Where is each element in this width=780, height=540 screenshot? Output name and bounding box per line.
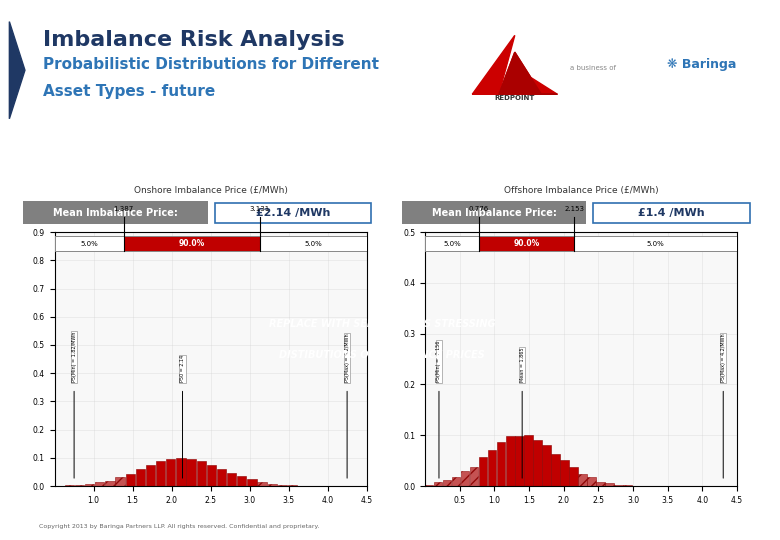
Text: 2.153: 2.153 — [565, 206, 584, 212]
Bar — [115, 477, 125, 486]
Bar — [126, 474, 135, 486]
Text: Probabilistic Distributions for Different: Probabilistic Distributions for Differen… — [43, 57, 379, 72]
Text: DISTIBUTIONS OF IMBALANCE PRICES: DISTIBUTIONS OF IMBALANCE PRICES — [279, 350, 485, 360]
Bar — [524, 435, 533, 486]
Bar — [124, 236, 260, 252]
Bar — [85, 484, 94, 486]
Bar — [402, 201, 587, 224]
Text: REDPOINT: REDPOINT — [495, 95, 535, 101]
Text: £1.4 /MWh: £1.4 /MWh — [638, 208, 705, 218]
Text: Imbalance Risk Analysis: Imbalance Risk Analysis — [43, 30, 345, 50]
Bar — [197, 461, 206, 486]
Bar — [227, 473, 236, 486]
Text: REPLACE WITH SENSITIVITIES STRESSING: REPLACE WITH SENSITIVITIES STRESSING — [269, 319, 495, 329]
Text: Copyright 2013 by Baringa Partners LLP. All rights reserved. Confidential and pr: Copyright 2013 by Baringa Partners LLP. … — [39, 524, 319, 529]
Bar — [166, 459, 176, 486]
Title: Onshore Imbalance Price (£/MWh): Onshore Imbalance Price (£/MWh) — [133, 186, 288, 195]
Text: P5(Min) = -0.156: P5(Min) = -0.156 — [437, 341, 441, 382]
Bar — [605, 483, 614, 486]
Text: 1.387: 1.387 — [114, 206, 134, 212]
Bar — [479, 457, 488, 486]
Text: £2.14 /MWh: £2.14 /MWh — [256, 208, 330, 218]
Bar — [534, 440, 541, 486]
Text: 3.131: 3.131 — [250, 206, 270, 212]
Title: Offshore Imbalance Price (£/MWh): Offshore Imbalance Price (£/MWh) — [504, 186, 658, 195]
Bar — [516, 436, 523, 486]
Bar — [488, 450, 497, 486]
Bar — [215, 202, 371, 223]
Bar — [176, 458, 186, 486]
Text: 5.0%: 5.0% — [443, 241, 461, 247]
Bar — [217, 469, 226, 486]
Bar — [156, 461, 165, 486]
Bar — [95, 482, 105, 486]
Text: P50 = 2.14: P50 = 2.14 — [180, 355, 185, 382]
Text: 5.0%: 5.0% — [304, 241, 322, 247]
Text: P5(Min) = 1.82/MWh: P5(Min) = 1.82/MWh — [72, 332, 76, 382]
Polygon shape — [472, 35, 515, 94]
Bar — [551, 454, 559, 486]
Bar — [278, 484, 287, 486]
Bar — [247, 480, 257, 486]
Text: Mean = 1.865: Mean = 1.865 — [519, 348, 525, 382]
Polygon shape — [472, 52, 558, 94]
Bar — [55, 236, 124, 252]
Polygon shape — [9, 22, 25, 119]
Text: P5(Max) = 4.2/MWh: P5(Max) = 4.2/MWh — [345, 334, 349, 382]
Bar — [288, 485, 297, 486]
Bar — [443, 480, 452, 486]
Polygon shape — [499, 52, 558, 94]
Bar — [506, 436, 515, 486]
Bar — [615, 485, 622, 486]
Bar — [574, 236, 737, 252]
Text: ❋ Baringa: ❋ Baringa — [668, 58, 736, 71]
Text: 5.0%: 5.0% — [80, 241, 98, 247]
Bar — [105, 481, 115, 486]
Bar — [260, 236, 367, 252]
Bar — [434, 482, 442, 486]
Bar — [257, 482, 267, 486]
Bar — [207, 465, 216, 486]
Text: 5.0%: 5.0% — [647, 241, 665, 247]
Bar — [425, 485, 434, 486]
Bar — [425, 236, 479, 252]
Text: Offshore Wind: Offshore Wind — [529, 178, 629, 192]
Bar — [136, 469, 145, 486]
Bar — [497, 442, 505, 486]
Bar — [479, 236, 574, 252]
Bar — [461, 471, 470, 486]
Bar — [594, 202, 750, 223]
Text: 0.776: 0.776 — [469, 206, 489, 212]
Bar — [23, 201, 208, 224]
Text: P5(Max) = 4.2/MWh: P5(Max) = 4.2/MWh — [721, 334, 725, 382]
Bar — [587, 477, 596, 486]
Bar — [75, 485, 84, 486]
Text: Mean Imbalance Price:: Mean Imbalance Price: — [431, 208, 556, 218]
Text: Onshore Wind: Onshore Wind — [151, 178, 250, 192]
Bar — [146, 465, 155, 486]
Text: 90.0%: 90.0% — [513, 239, 540, 248]
Bar — [65, 485, 74, 486]
Text: Mean Imbalance Price:: Mean Imbalance Price: — [53, 208, 178, 218]
Bar — [578, 474, 587, 486]
Bar — [569, 468, 578, 486]
Bar — [237, 476, 246, 486]
Bar — [542, 445, 551, 486]
Text: a business of: a business of — [570, 64, 615, 71]
Text: Asset Types - future: Asset Types - future — [43, 84, 215, 99]
Bar — [268, 484, 277, 486]
Bar — [452, 477, 460, 486]
Text: 90.0%: 90.0% — [179, 239, 205, 248]
Bar — [560, 460, 569, 486]
Bar — [470, 467, 478, 486]
Bar — [186, 459, 196, 486]
Bar — [597, 482, 604, 486]
